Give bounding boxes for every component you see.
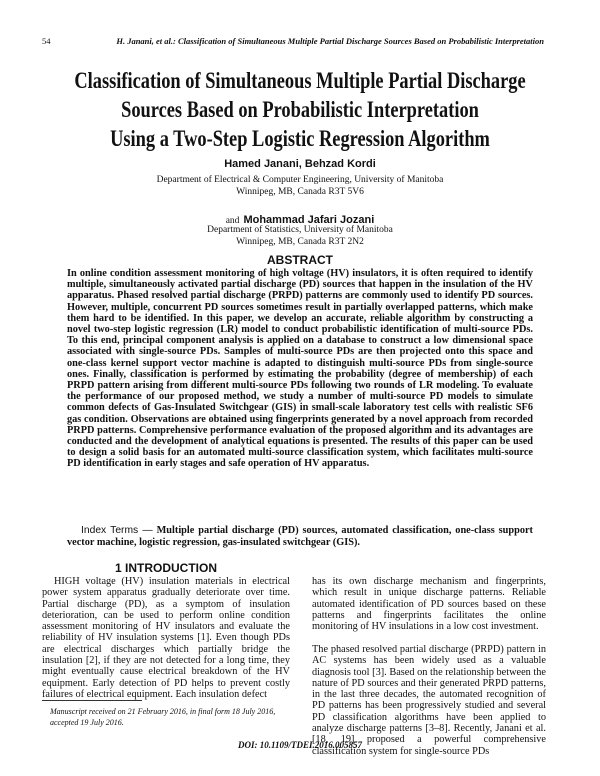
title-line: Using a Two-Step Logistic Regression Alg… (110, 126, 490, 151)
footnote-rule (42, 700, 142, 701)
author-address: Winnipeg, MB, Canada R3T 5V6 (236, 187, 364, 197)
index-terms-text: Multiple partial discharge (PD) sources,… (67, 525, 533, 548)
doi: DOI: 10.1109/TDEI.2016.005857 (237, 740, 362, 750)
intro-column-2-paragraph-1: has its own discharge mechanism and fing… (312, 576, 546, 633)
abstract-heading: ABSTRACT (267, 253, 333, 267)
author-affiliation: Department of Electrical & Computer Engi… (156, 175, 444, 185)
index-terms-label: Index Terms — (81, 525, 153, 536)
author-names: Hamed Janani, Behzad Kordi (224, 158, 376, 170)
author-block-2: and Mohammad Jafari Jozani (0, 210, 600, 228)
paper-title: Classification of Simultaneous Multiple … (0, 66, 600, 153)
title-line: Classification of Simultaneous Multiple … (74, 68, 526, 93)
running-title: H. Janani, et al.: Classification of Sim… (116, 36, 544, 46)
intro-column-1: HIGH voltage (HV) insulation materials i… (42, 576, 290, 700)
intro-column-2-paragraph-2: The phased resolved partial discharge (P… (312, 644, 546, 757)
abstract-text: In online condition assessment monitorin… (67, 268, 533, 470)
author-address: Winnipeg, MB, Canada R3T 2N2 (236, 237, 364, 247)
page-number: 54 (42, 36, 51, 46)
section-heading: 1 INTRODUCTION (115, 561, 217, 575)
index-terms: Index Terms — Multiple partial discharge… (67, 525, 533, 549)
author-names: Mohammad Jafari Jozani (243, 214, 375, 226)
author-affiliation: Department of Statistics, University of … (207, 225, 393, 235)
author-prefix: and (225, 216, 240, 226)
title-line: Sources Based on Probabilistic Interpret… (121, 97, 479, 122)
footnote: Manuscript received on 21 February 2016,… (50, 707, 276, 727)
